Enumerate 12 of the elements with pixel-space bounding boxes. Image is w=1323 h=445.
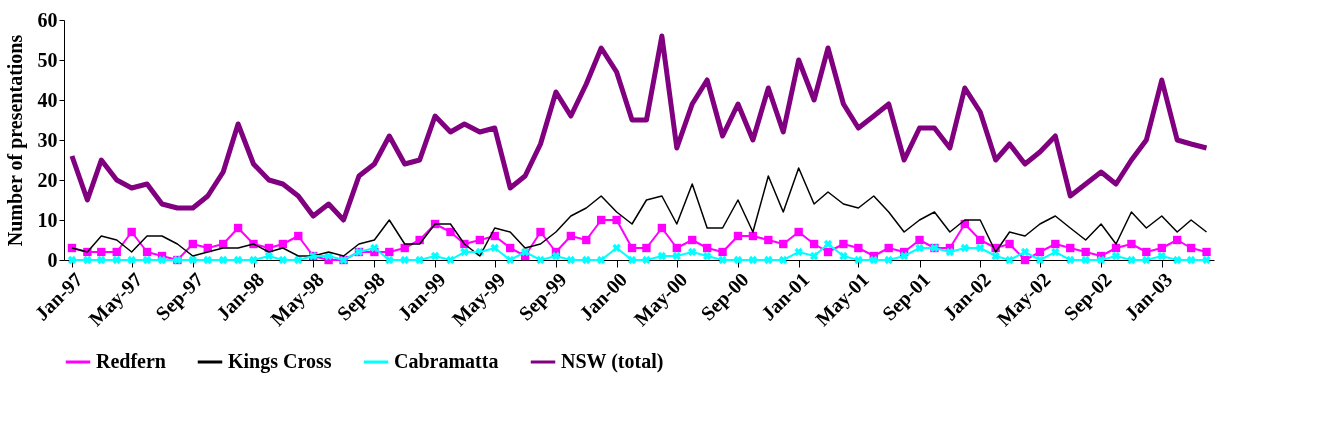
y-tick-label: 50 [37, 48, 58, 71]
y-tick-label: 40 [37, 88, 58, 111]
y-tick-label: 20 [37, 168, 58, 191]
y-axis-title: Number of presentations [3, 34, 27, 247]
legend-label: Redfern [96, 350, 166, 372]
legend-label: NSW (total) [561, 350, 664, 373]
y-tick-label: 0 [47, 248, 58, 271]
y-tick-label: 30 [37, 128, 58, 151]
legend-label: Kings Cross [228, 350, 332, 373]
y-tick-label: 60 [37, 8, 58, 31]
legend-label: Cabramatta [394, 350, 499, 372]
y-tick-label: 10 [37, 208, 58, 231]
